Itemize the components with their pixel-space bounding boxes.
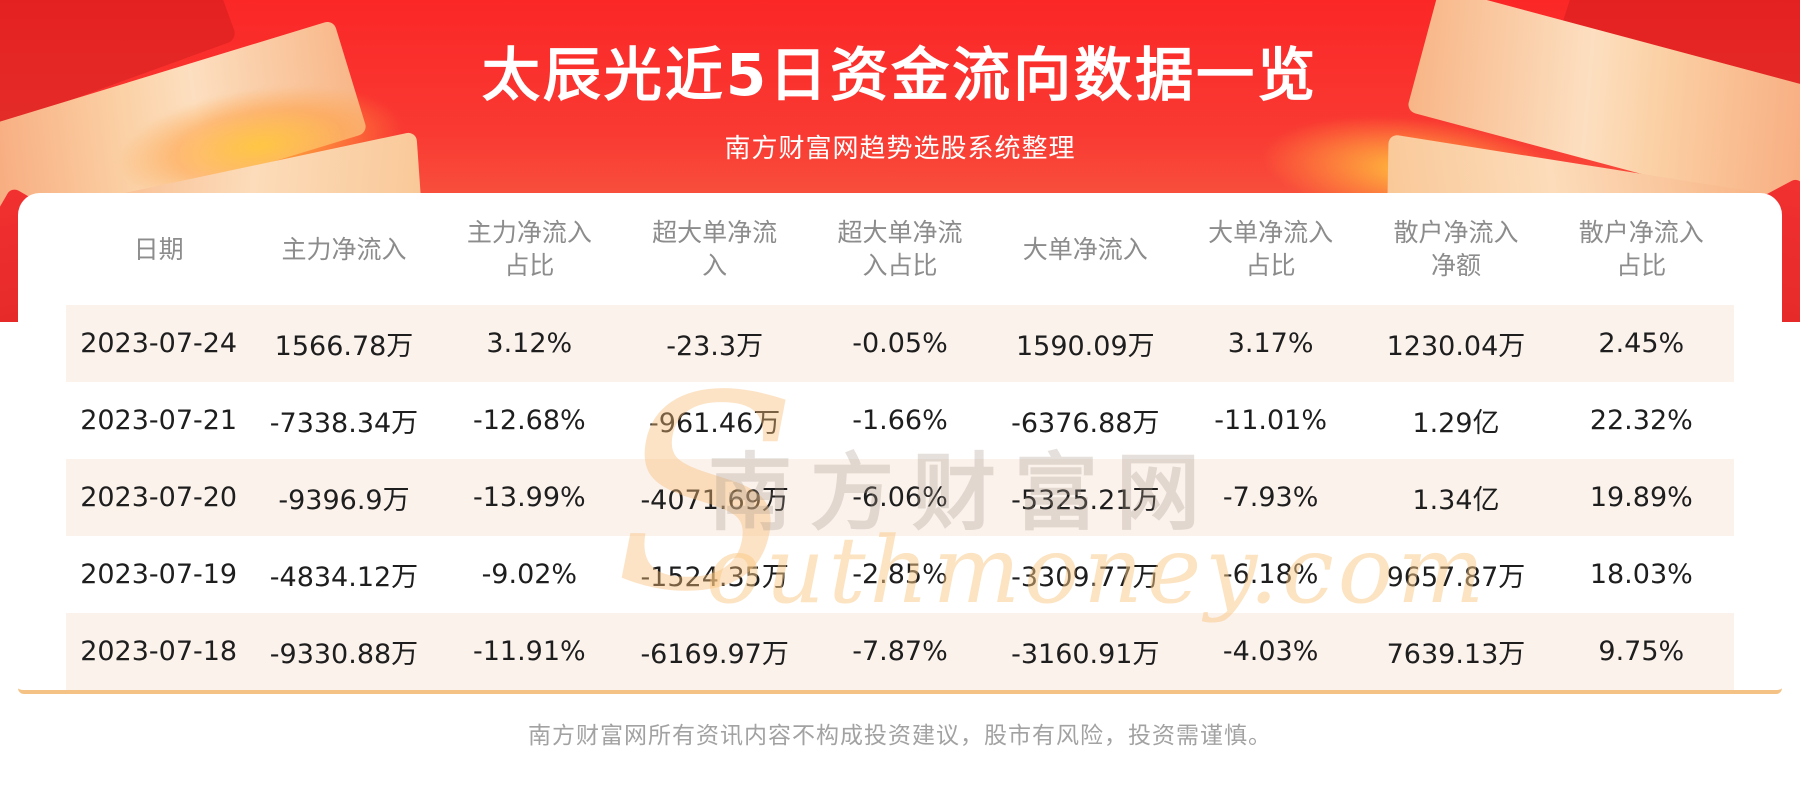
table-cell: 9657.87万 (1386, 562, 1526, 593)
table-cell: -11.91% (472, 636, 586, 667)
table-cell: 22.32% (1589, 405, 1693, 436)
column-header-xl-order-net-inflow: 超大单净流入 (652, 218, 778, 280)
column-header-main-net-inflow: 主力净流入 (281, 234, 407, 264)
table-cell: 2023-07-19 (80, 559, 238, 590)
table-cell: 2023-07-20 (80, 482, 238, 513)
table-cell: -13.99% (472, 482, 586, 513)
page-subtitle: 南方财富网趋势选股系统整理 (724, 134, 1076, 164)
table-cell: -3309.77万 (1011, 562, 1160, 593)
table-cell: -7.93% (1222, 482, 1319, 513)
table-cell: -12.68% (472, 405, 586, 436)
table-cell: -1.66% (852, 405, 948, 436)
table-cell: -4834.12万 (269, 562, 419, 593)
table-cell: 1566.78万 (274, 331, 414, 362)
column-header-date: 日期 (133, 234, 184, 264)
data-card: 日期 主力净流入 主力净流入 占比 超大单净流入 超大单净流 入占比 大单净流入 大… (18, 193, 1782, 694)
fund-flow-table: 日期 主力净流入 主力净流入 占比 超大单净流入 超大单净流 入占比 大单净流入 大… (66, 193, 1734, 690)
table-cell: 2.45% (1598, 328, 1685, 359)
table-cell: -6169.97万 (640, 639, 789, 670)
table-cell: 7639.13万 (1386, 639, 1526, 670)
column-header-large-order-net-inflow-pct: 大单净流入 占比 (1208, 218, 1334, 280)
table-cell: -9330.88万 (269, 639, 419, 670)
column-header-large-order-net-inflow: 大单净流入 (1022, 234, 1148, 264)
page-title: 太辰光近5日资金流向数据一览 (481, 41, 1319, 109)
column-header-retail-net-inflow-pct: 散户净流入 占比 (1578, 218, 1704, 280)
table-body: 2023-07-24 1566.78万 3.12% -23.3万 -0.05% … (66, 305, 1734, 690)
table-cell: -7338.34万 (269, 408, 419, 439)
table-cell: -7.87% (852, 636, 948, 667)
column-header-retail-net-inflow: 散户净流入 净额 (1393, 218, 1519, 280)
column-header-main-net-inflow-pct: 主力净流入 占比 (466, 218, 592, 280)
table-cell: -9396.9万 (278, 485, 410, 516)
table-cell: -4071.69万 (640, 485, 789, 516)
table-cell: 2023-07-24 (80, 328, 238, 359)
table-header-row: 日期 主力净流入 主力净流入 占比 超大单净流入 超大单净流 入占比 大单净流入 大… (66, 193, 1734, 305)
table-cell: -3160.91万 (1011, 639, 1160, 670)
table-cell: 1230.04万 (1386, 331, 1526, 362)
table-cell: -6.06% (852, 482, 948, 513)
table-cell: -6376.88万 (1011, 408, 1160, 439)
table-cell: 1.29亿 (1412, 408, 1500, 439)
table-cell: -5325.21万 (1011, 485, 1160, 516)
table-cell: -6.18% (1222, 559, 1319, 590)
table-cell: -23.3万 (666, 331, 764, 362)
table-cell: -2.85% (852, 559, 948, 590)
table-row: 2023-07-20 -9396.9万 -13.99% -4071.69万 -6… (66, 459, 1734, 536)
table-cell: -4.03% (1222, 636, 1319, 667)
table-cell: 2023-07-21 (80, 405, 238, 436)
table-row: 2023-07-19 -4834.12万 -9.02% -1524.35万 -2… (66, 536, 1734, 613)
table-cell: 1590.09万 (1015, 331, 1155, 362)
disclaimer-text: 南方财富网所有资讯内容不构成投资建议，股市有风险，投资需谨慎。 (528, 723, 1272, 749)
column-header-xl-order-net-inflow-pct: 超大单净流 入占比 (837, 218, 963, 280)
table-row: 2023-07-21 -7338.34万 -12.68% -961.46万 -1… (66, 382, 1734, 459)
table-cell: -0.05% (852, 328, 948, 359)
table-row: 2023-07-24 1566.78万 3.12% -23.3万 -0.05% … (66, 305, 1734, 382)
table-cell: -961.46万 (649, 408, 781, 439)
table-cell: 3.12% (486, 328, 573, 359)
table-cell: -11.01% (1214, 405, 1327, 436)
table-header: 日期 主力净流入 主力净流入 占比 超大单净流入 超大单净流 入占比 大单净流入 大… (66, 193, 1734, 305)
table-cell: 19.89% (1589, 482, 1693, 513)
table-cell: -1524.35万 (640, 562, 789, 593)
table-cell: 2023-07-18 (80, 636, 238, 667)
table-row: 2023-07-18 -9330.88万 -11.91% -6169.97万 -… (66, 613, 1734, 690)
table-cell: 18.03% (1589, 559, 1693, 590)
table-cell: 9.75% (1598, 636, 1685, 667)
table-cell: 1.34亿 (1412, 485, 1500, 516)
table-cell: 3.17% (1227, 328, 1314, 359)
table-cell: -9.02% (481, 559, 578, 590)
